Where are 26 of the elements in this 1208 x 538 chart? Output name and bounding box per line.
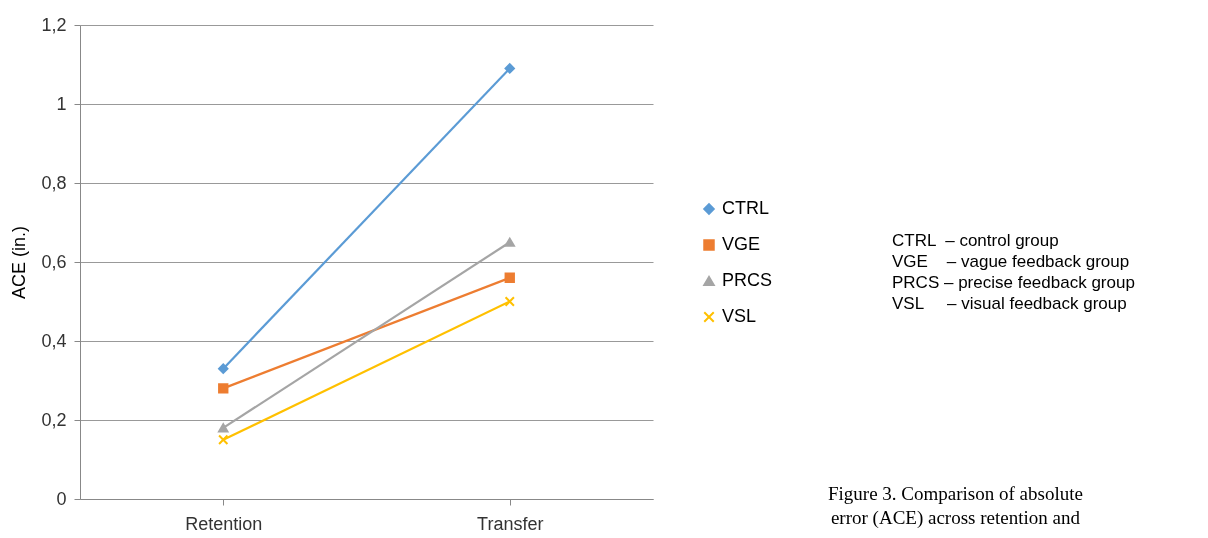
y-tick-label: 1,2 — [41, 14, 67, 35]
legend-label: CTRL — [722, 198, 770, 218]
text: CTRL – control group — [892, 231, 1059, 250]
point — [218, 383, 229, 394]
point — [218, 363, 229, 374]
y-tick-label: 0,8 — [41, 172, 67, 193]
y-axis-title: ACE (in.) — [9, 225, 30, 300]
point — [504, 272, 515, 283]
y-tick-label: 1 — [56, 93, 67, 114]
point — [504, 63, 515, 74]
text: VGE – vague feedback group — [892, 252, 1130, 271]
y-tick-label: 0 — [56, 488, 67, 509]
point — [504, 296, 515, 307]
x-tick-label: Retention — [185, 513, 263, 534]
legend-label: PRCS — [722, 270, 773, 290]
y-tick-label: 0,2 — [41, 409, 67, 430]
text: PRCS – precise feedback group — [892, 273, 1135, 292]
legend-label: VGE — [722, 234, 761, 254]
y-tick-label: 0,4 — [41, 330, 67, 351]
text: VSL – visual feedback group — [892, 294, 1127, 313]
y-tick-label: 0,6 — [41, 251, 67, 272]
caption: Figure 3. Comparison of absolute — [828, 483, 1083, 504]
x-tick-label: Transfer — [477, 513, 544, 534]
legend-label: VSL — [722, 306, 757, 326]
point — [218, 434, 229, 445]
text: error (ACE) across retention and — [830, 507, 1080, 528]
